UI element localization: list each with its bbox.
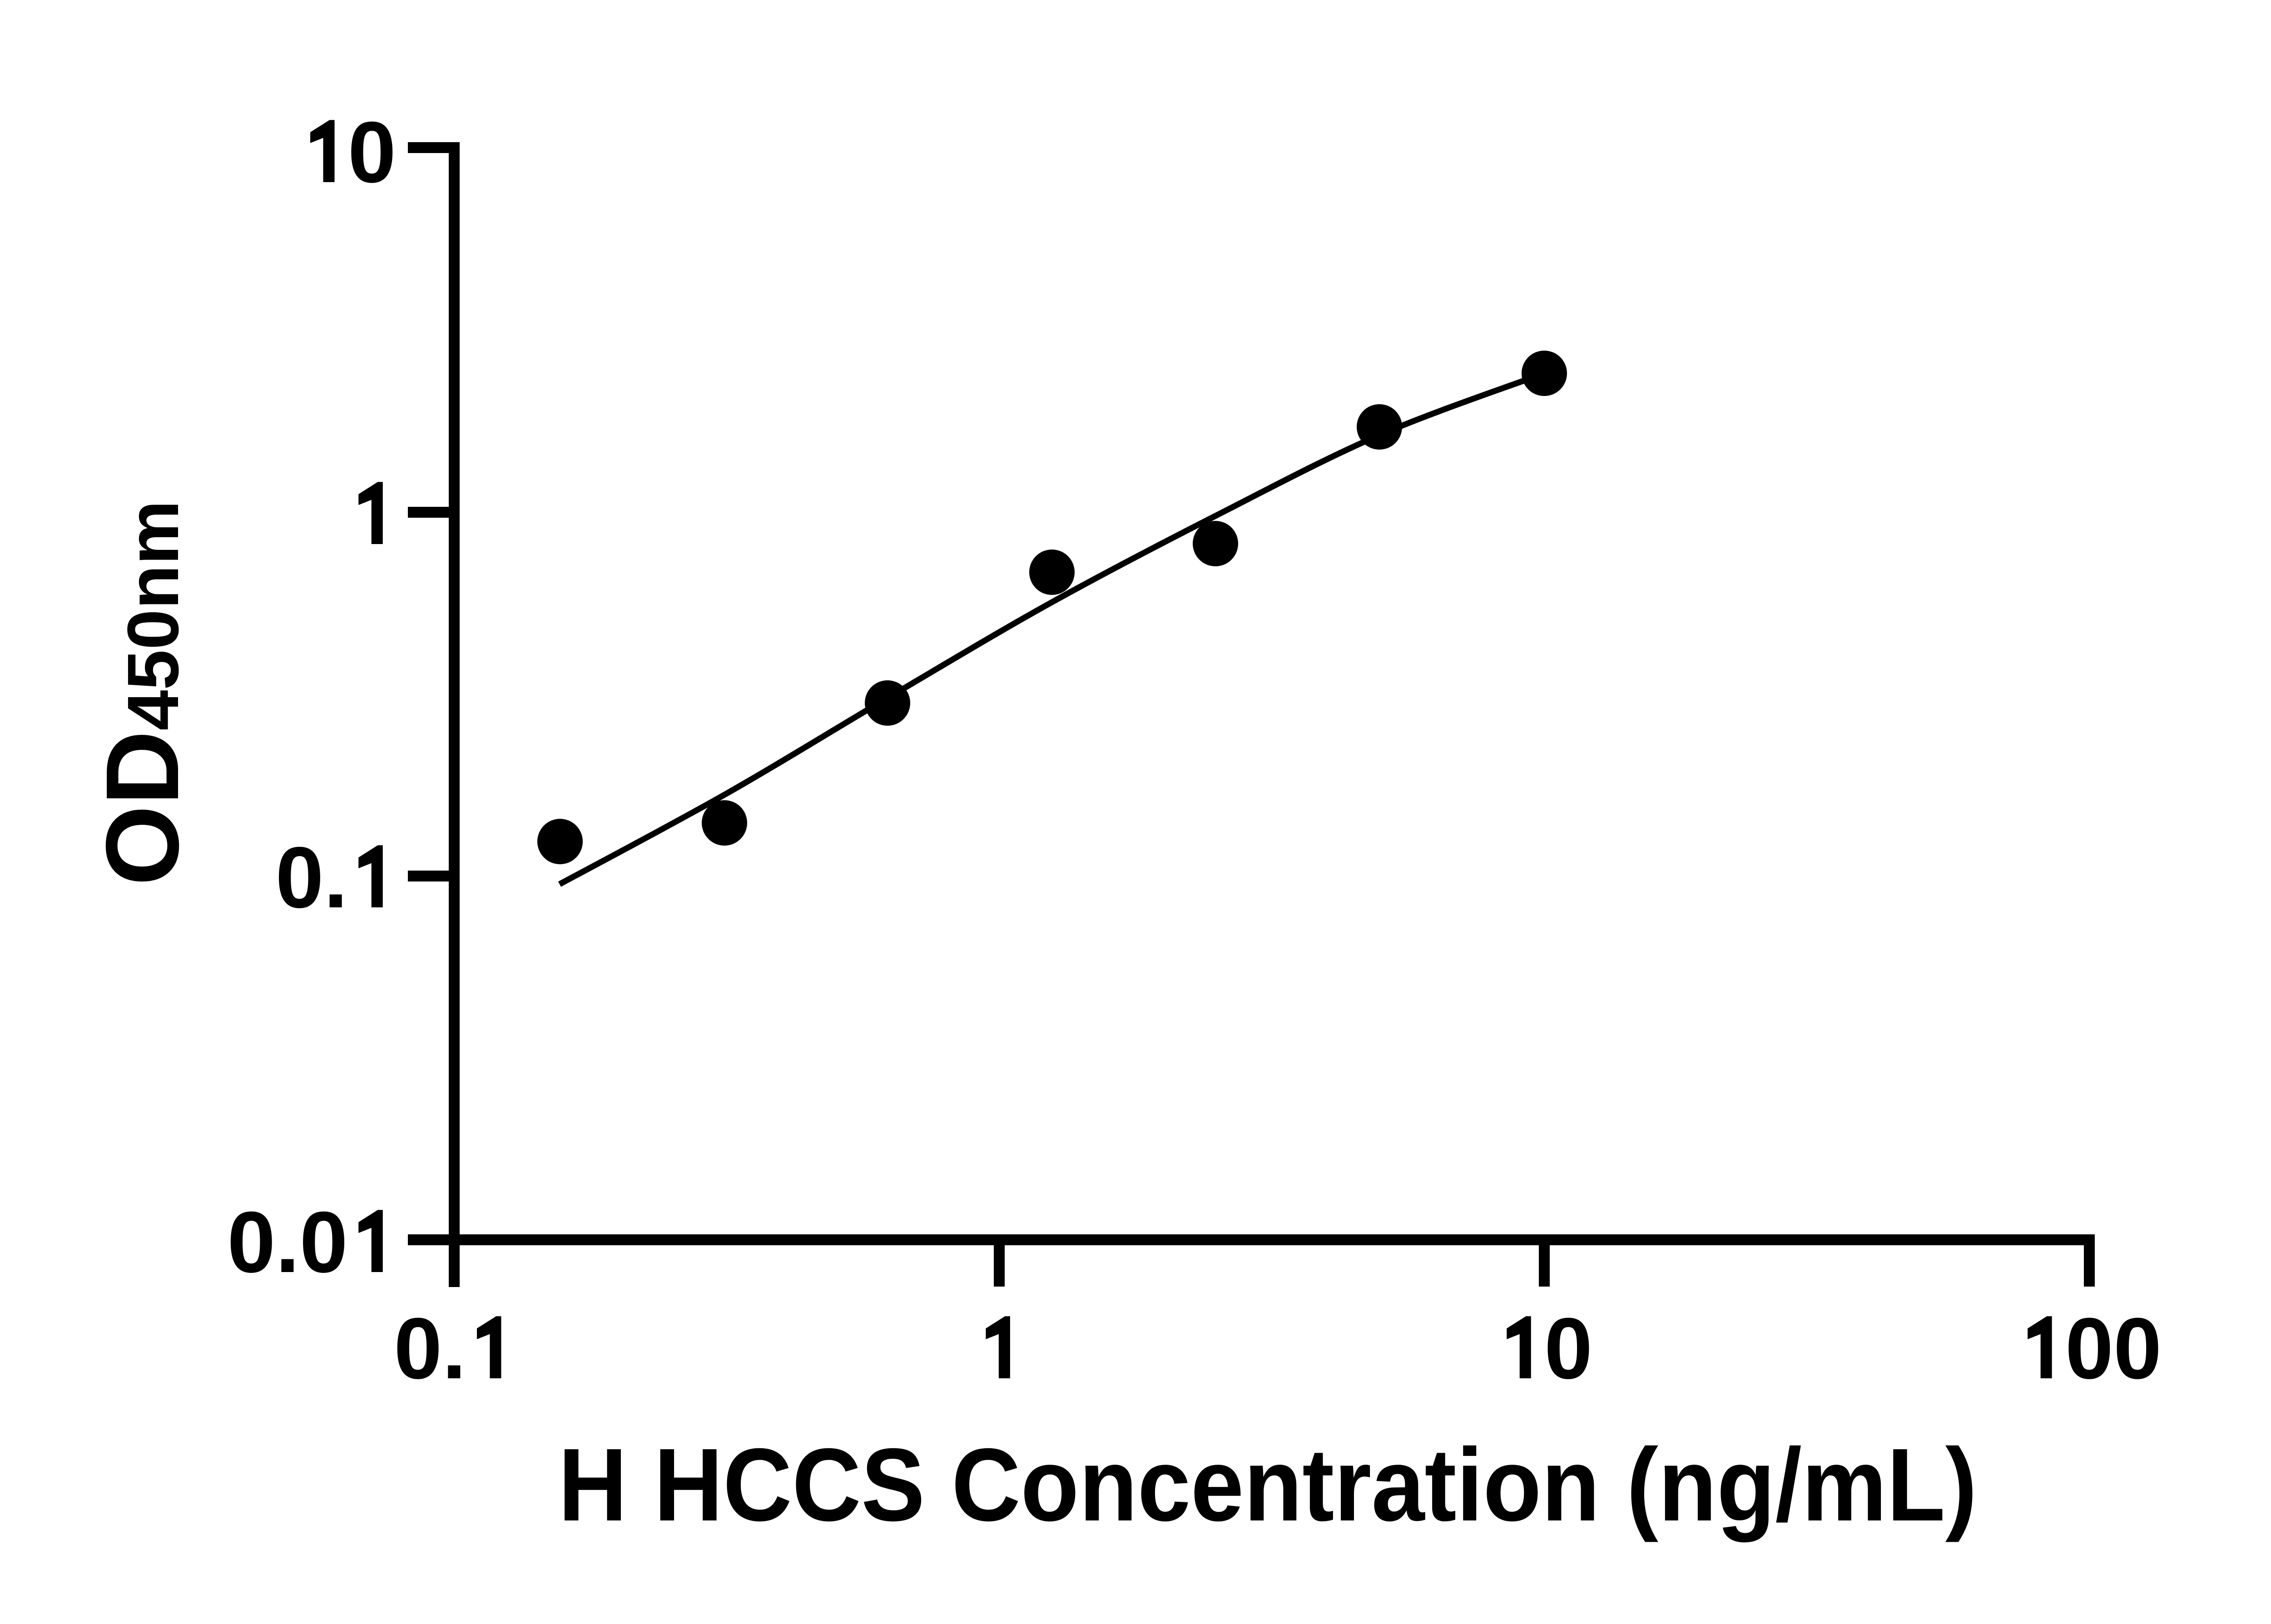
svg-text:.: . — [276, 1194, 300, 1291]
svg-text:.: . — [324, 829, 348, 926]
svg-text:H HCCS Concentration (ng/mL): H HCCS Concentration (ng/mL) — [558, 1427, 1977, 1543]
svg-text:0: 0 — [2113, 1300, 2162, 1397]
svg-text:0: 0 — [1544, 1300, 1592, 1397]
svg-text:0: 0 — [394, 1300, 442, 1397]
svg-text:0: 0 — [300, 1194, 348, 1291]
svg-text:.: . — [442, 1300, 466, 1397]
svg-text:0: 0 — [276, 829, 324, 926]
svg-text:0: 0 — [348, 104, 396, 201]
svg-text:0: 0 — [227, 1194, 275, 1291]
svg-text:0: 0 — [2065, 1300, 2113, 1397]
